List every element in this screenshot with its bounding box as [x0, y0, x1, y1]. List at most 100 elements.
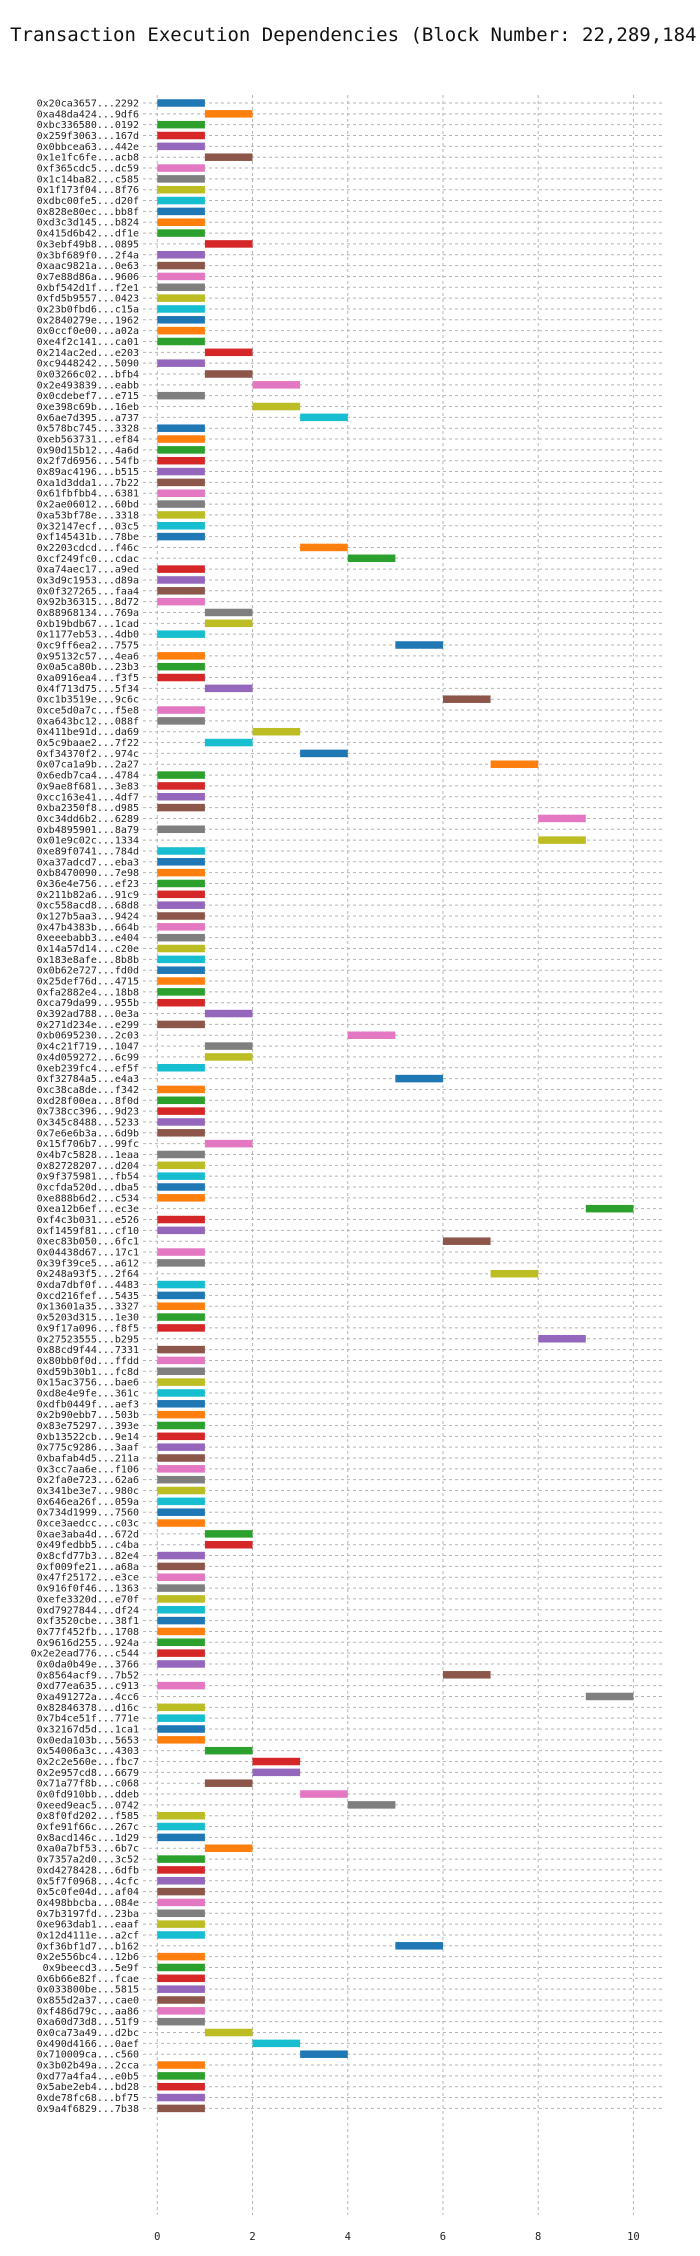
y-tick-label: 0x392ad788...0e3a	[37, 1009, 139, 1020]
y-tick-label: 0x2e556bc4...12b6	[37, 1952, 139, 1963]
transaction-bar	[157, 998, 205, 1007]
transaction-bar	[157, 1606, 205, 1614]
transaction-bar	[157, 966, 205, 974]
y-tick-label: 0xe963dab1...eaaf	[37, 1920, 139, 1931]
y-tick-label: 0x92b36315...8d72	[37, 597, 139, 608]
y-tick-label: 0xb8470090...7e98	[37, 868, 139, 879]
y-tick-label: 0xc9ff6ea2...7575	[37, 641, 139, 652]
x-tick-label: 4	[345, 2231, 351, 2243]
transaction-bar	[157, 1291, 205, 1300]
transaction-bar	[490, 760, 539, 768]
transaction-bar	[157, 933, 205, 942]
transaction-bar	[157, 1183, 205, 1191]
transaction-bar	[204, 738, 253, 747]
transaction-bar	[157, 1226, 205, 1235]
y-tick-label: 0xcf249fc0...cdac	[37, 554, 139, 565]
transaction-bar	[157, 532, 205, 541]
y-tick-label: 0xa491272a...4cc6	[37, 1692, 139, 1703]
transaction-bar	[157, 196, 205, 205]
y-tick-label: 0x25def76d...4715	[37, 977, 139, 988]
transaction-bar	[157, 1367, 205, 1376]
transaction-bar	[157, 175, 205, 183]
transaction-bar	[157, 337, 205, 346]
transaction-bar	[442, 1671, 491, 1679]
y-tick-label: 0xae3aba4d...672d	[37, 1529, 139, 1540]
transaction-bar	[204, 1053, 253, 1061]
transaction-bar	[157, 1465, 205, 1473]
transaction-bar	[157, 218, 205, 226]
transaction-bar	[157, 988, 205, 996]
transaction-bar	[157, 272, 205, 281]
transaction-bar	[157, 868, 205, 877]
transaction-bar	[157, 1400, 205, 1408]
y-tick-label: 0xaac9821a...0e63	[37, 261, 139, 272]
transaction-bar	[204, 619, 253, 628]
y-tick-label: 0x214ac2ed...e203	[37, 348, 139, 359]
y-tick-label: 0xe888b6d2...c534	[37, 1193, 139, 1204]
y-tick-label: 0x646ea26f...059a	[37, 1497, 139, 1508]
transaction-bar	[157, 1833, 205, 1842]
transaction-bar	[395, 1942, 443, 1950]
y-tick-label: 0x39f39ce5...a612	[37, 1258, 139, 1269]
transaction-bar	[157, 1562, 205, 1571]
transaction-bar	[157, 1855, 205, 1863]
transaction-bar	[585, 1692, 634, 1701]
y-tick-label: 0x2840279e...1962	[37, 315, 139, 326]
y-tick-label: 0xfe91f66c...267c	[37, 1822, 139, 1833]
transaction-bar	[204, 1139, 253, 1148]
transaction-bar	[538, 836, 586, 844]
transaction-bar	[157, 391, 205, 400]
transaction-bar	[157, 576, 205, 584]
transaction-bar	[157, 446, 205, 454]
transaction-bar	[157, 1866, 205, 1874]
transaction-bar	[157, 511, 205, 519]
y-tick-label: 0x3d9c1953...d89a	[37, 575, 139, 586]
transaction-bar	[157, 1974, 205, 1983]
y-tick-label: 0x13601a35...3327	[37, 1302, 139, 1313]
transaction-bar	[157, 316, 205, 324]
y-tick-label: 0x54006a3c...4303	[37, 1746, 139, 1757]
transaction-bar	[157, 207, 205, 216]
y-tick-label: 0xa74aec17...a9ed	[37, 565, 139, 576]
y-tick-label: 0x15ac3756...bae6	[37, 1378, 139, 1389]
transaction-bar	[538, 1335, 586, 1343]
y-tick-label: 0x734d1999...7560	[37, 1508, 139, 1519]
y-tick-label: 0xcd216fef...5435	[37, 1291, 139, 1302]
transaction-bar	[157, 1985, 205, 1993]
transaction-bar	[157, 879, 205, 888]
y-tick-label: 0xd3c3d145...b824	[37, 218, 139, 229]
transaction-bar	[157, 1443, 205, 1451]
y-tick-label: 0x5c0fe04d...af04	[37, 1887, 139, 1898]
y-tick-label: 0x4c21f719...1047	[37, 1042, 139, 1053]
y-tick-label: 0xbafab4d5...211a	[37, 1454, 139, 1465]
transaction-bar	[157, 1627, 205, 1636]
transaction-bar	[157, 662, 205, 671]
transaction-bar	[204, 1530, 253, 1538]
y-tick-label: 0x5abe2eb4...bd28	[37, 2082, 139, 2093]
transaction-bar	[157, 1085, 205, 1094]
transaction-bar	[157, 500, 205, 508]
y-tick-label: 0xf34370f2...974c	[37, 749, 139, 760]
transaction-bar	[157, 1280, 205, 1289]
y-axis-tick-labels: 0x20ca3657...22920xa48da424...9df60xbc33…	[31, 99, 139, 2115]
transaction-bar	[157, 1519, 205, 1527]
y-tick-label: 0x8acd146c...1d29	[37, 1833, 139, 1844]
y-tick-label: 0xc38ca8de...f342	[37, 1085, 139, 1096]
transaction-bar	[204, 1540, 253, 1549]
y-tick-label: 0x03266c02...bfb4	[37, 370, 139, 381]
y-tick-label: 0xa48da424...9df6	[37, 109, 139, 120]
y-tick-label: 0xf1459f81...cf10	[37, 1226, 139, 1237]
transaction-bar	[157, 1215, 205, 1224]
x-tick-label: 8	[535, 2231, 541, 2243]
y-tick-label: 0x8564acf9...7b52	[37, 1670, 139, 1681]
y-tick-label: 0x7357a2d0...3c52	[37, 1855, 139, 1866]
transaction-bar	[157, 1475, 205, 1484]
transaction-bar	[157, 522, 205, 530]
transaction-bar	[157, 1410, 205, 1419]
y-tick-label: 0xf145431b...78be	[37, 532, 139, 543]
transaction-bar	[157, 326, 205, 335]
transaction-bar	[204, 2028, 253, 2037]
y-tick-label: 0xd77a4fa4...e0b5	[37, 2071, 139, 2082]
transaction-bar	[204, 348, 253, 357]
